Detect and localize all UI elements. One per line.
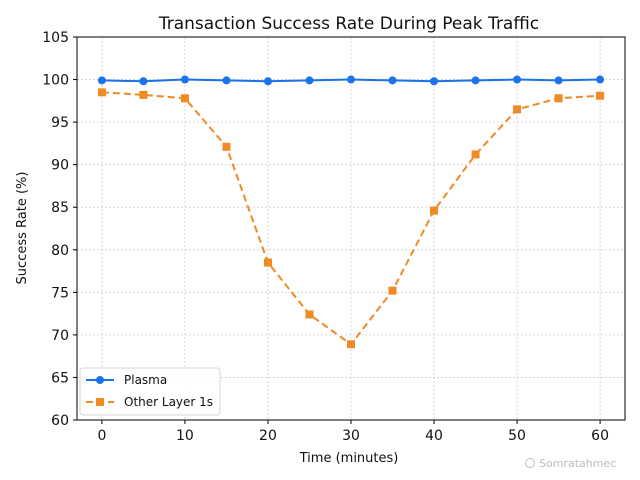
series-other-layer-1s: [97, 88, 605, 349]
x-tick-label: 20: [259, 428, 277, 444]
data-point: [222, 142, 231, 151]
x-tick-label: 0: [97, 428, 106, 444]
x-tick-label: 60: [591, 428, 609, 444]
legend-marker: [96, 398, 104, 406]
watermark: Somratahmec: [525, 457, 616, 470]
data-point: [388, 76, 397, 85]
data-point: [180, 75, 189, 84]
data-point: [596, 75, 605, 84]
y-tick-label: 60: [51, 413, 69, 429]
data-point: [222, 76, 231, 85]
watermark-text: Somratahmec: [539, 457, 616, 470]
y-axis-label: Success Rate (%): [15, 172, 30, 285]
data-point: [347, 75, 355, 84]
data-point: [471, 76, 480, 85]
data-point: [554, 76, 563, 85]
series-group: [97, 75, 605, 349]
data-point: [513, 75, 522, 84]
chart-title: Transaction Success Rate During Peak Tra…: [158, 14, 539, 34]
legend-label: Plasma: [124, 373, 167, 387]
data-point: [97, 88, 106, 97]
legend-box: [79, 367, 221, 416]
y-tick-label: 75: [51, 285, 69, 301]
y-tick-label: 80: [51, 243, 69, 259]
legend-item-plasma: Plasma: [86, 373, 167, 387]
legend-label: Other Layer 1s: [124, 395, 213, 409]
axis-ticks: 0 10 20 30 40 50 60 60 65 70 75 80 85 90 95 100 105: [42, 30, 609, 444]
data-point: [430, 77, 439, 86]
y-tick-label: 85: [51, 200, 69, 216]
data-point: [263, 258, 272, 267]
data-point: [513, 105, 522, 114]
data-point: [305, 310, 314, 319]
x-tick-label: 30: [342, 428, 360, 444]
series-plasma: [97, 75, 605, 86]
watermark-icon: [525, 458, 535, 468]
data-point: [347, 340, 355, 349]
legend-marker: [96, 376, 104, 384]
legend: Plasma Other Layer 1s: [79, 367, 221, 416]
data-point: [305, 76, 314, 85]
y-tick-label: 95: [51, 115, 69, 131]
data-point: [554, 94, 563, 103]
data-point: [97, 76, 106, 85]
x-tick-label: 50: [508, 428, 526, 444]
grid: [77, 36, 625, 421]
data-point: [388, 286, 397, 295]
data-point: [139, 90, 148, 99]
y-tick-label: 90: [51, 158, 69, 174]
y-tick-label: 105: [42, 30, 69, 46]
x-tick-label: 40: [425, 428, 443, 444]
data-point: [471, 150, 480, 159]
data-point: [430, 206, 439, 215]
x-axis-label: Time (minutes): [299, 451, 399, 466]
data-point: [263, 77, 272, 86]
data-point: [180, 94, 189, 103]
y-tick-label: 70: [51, 328, 69, 344]
x-tick-label: 10: [176, 428, 194, 444]
data-point: [596, 91, 605, 100]
data-point: [139, 77, 148, 86]
y-tick-label: 100: [42, 73, 69, 89]
y-tick-label: 65: [51, 370, 69, 386]
legend-item-other-layer-1s: Other Layer 1s: [86, 395, 213, 409]
